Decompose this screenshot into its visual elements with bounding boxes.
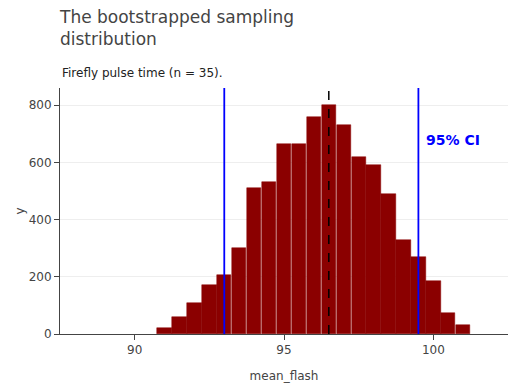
svg-text:200: 200 [29, 270, 52, 284]
svg-text:Firefly pulse time (n = 35).: Firefly pulse time (n = 35). [62, 66, 223, 80]
svg-text:mean_flash: mean_flash [250, 369, 319, 383]
svg-text:95% CI: 95% CI [426, 132, 480, 148]
svg-text:600: 600 [29, 156, 52, 170]
svg-text:0: 0 [44, 327, 52, 341]
svg-text:90: 90 [127, 343, 142, 357]
svg-text:The bootstrapped samplingdistr: The bootstrapped samplingdistribution [59, 7, 294, 49]
svg-text:y: y [13, 207, 27, 214]
svg-text:100: 100 [422, 343, 445, 357]
svg-text:800: 800 [29, 98, 52, 112]
svg-text:400: 400 [29, 213, 52, 227]
svg-text:95: 95 [276, 343, 291, 357]
